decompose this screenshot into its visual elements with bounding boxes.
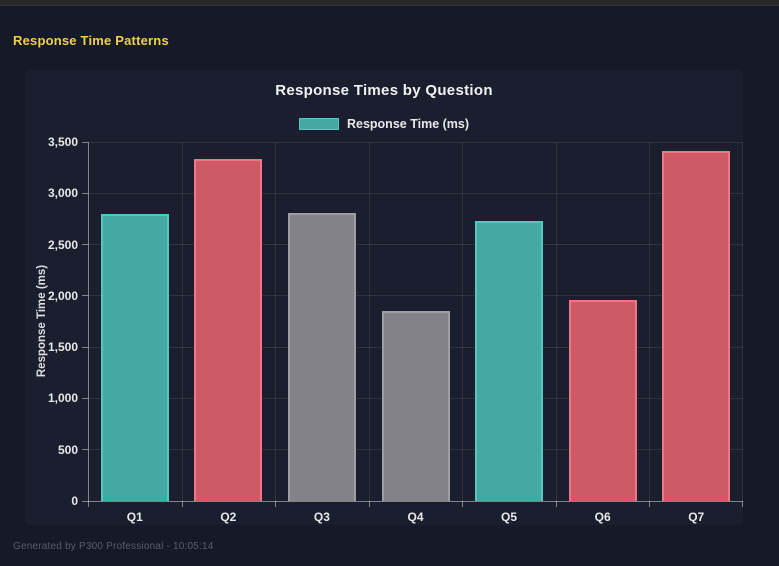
- y-axis-tick: [82, 346, 88, 348]
- y-axis-tick-label: 2,500: [47, 237, 78, 252]
- bar-q1[interactable]: [100, 213, 169, 501]
- y-axis-tick-label: 3,000: [47, 186, 78, 201]
- y-axis-tick: [82, 397, 88, 399]
- legend-color-swatch: [298, 118, 339, 130]
- y-axis-tick-label: 500: [57, 442, 78, 457]
- x-axis-tick: [742, 501, 743, 507]
- y-axis-title: Response Time (ms): [36, 264, 48, 378]
- gridline-h: [88, 295, 743, 297]
- chart-title: Response Times by Question: [275, 82, 493, 99]
- legend-label: Response Time (ms): [346, 117, 470, 131]
- gridline-h: [88, 192, 743, 194]
- gridline-v: [181, 142, 183, 501]
- x-axis-tick: [555, 501, 557, 507]
- gridline-v: [649, 142, 651, 501]
- y-axis-tick-label: 1,500: [47, 340, 78, 355]
- y-axis-tick: [82, 500, 88, 502]
- x-axis-tick: [275, 501, 277, 507]
- y-axis-tick: [82, 449, 88, 451]
- bar-q7[interactable]: [662, 151, 731, 501]
- gridline-v: [368, 142, 370, 501]
- x-axis-line: [88, 500, 743, 502]
- gridline-v: [275, 142, 277, 501]
- y-axis-tick: [82, 141, 88, 143]
- gridline-v: [462, 142, 464, 501]
- legend-item-response-time[interactable]: Response Time (ms): [25, 116, 743, 132]
- chart-card: Response Times by Question Response Time…: [25, 70, 743, 525]
- x-axis-label-q5: Q5: [501, 510, 518, 524]
- x-axis-tick: [368, 501, 370, 507]
- y-axis-tick: [82, 244, 88, 246]
- y-axis-tick-label: 1,000: [47, 391, 78, 406]
- gridline-h: [88, 141, 743, 143]
- x-axis-label-q2: Q2: [220, 510, 237, 524]
- x-axis-label-q1: Q1: [126, 510, 143, 524]
- x-axis-tick: [88, 501, 89, 507]
- x-axis-label-q7: Q7: [688, 510, 705, 524]
- plot-area: 0 500 1,000 1,500 2,000 2,500 3,000 3,500 Q1 Q2 Q3…: [48, 136, 743, 524]
- bar-q4[interactable]: [381, 311, 450, 501]
- gridline-v: [742, 142, 743, 501]
- x-axis-tick: [649, 501, 651, 507]
- window-top-bar: [0, 0, 779, 6]
- bar-q3[interactable]: [287, 212, 356, 501]
- gridline-v: [555, 142, 557, 501]
- y-axis-tick-label: 0: [71, 494, 78, 508]
- x-axis-tick: [181, 501, 183, 507]
- bar-q2[interactable]: [194, 159, 263, 501]
- y-axis-tick-label: 3,500: [47, 135, 78, 149]
- x-axis-label-q6: Q6: [594, 510, 611, 524]
- y-axis-tick: [82, 192, 88, 194]
- y-axis-line: [88, 142, 89, 501]
- page-title: Response Time Patterns: [13, 33, 169, 48]
- bar-q5[interactable]: [475, 220, 544, 501]
- y-axis-tick-label: 2,000: [47, 288, 78, 303]
- x-axis-tick: [462, 501, 464, 507]
- bar-q6[interactable]: [568, 299, 637, 501]
- x-axis-label-q4: Q4: [407, 510, 424, 524]
- footer-note: Generated by P300 Professional - 10:05:1…: [13, 541, 214, 552]
- gridline-h: [88, 244, 743, 246]
- x-axis-label-q3: Q3: [313, 510, 330, 524]
- y-axis-tick: [82, 295, 88, 297]
